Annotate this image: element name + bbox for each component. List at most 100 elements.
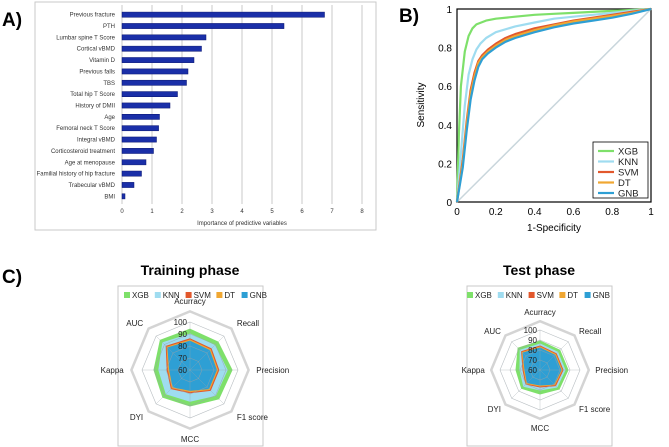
y-tick-b: 0 bbox=[446, 198, 452, 209]
x-tick-a: 2 bbox=[180, 209, 184, 215]
legend-swatch-knn bbox=[497, 292, 504, 298]
legend-swatch-gnb bbox=[241, 292, 248, 298]
legend-label-b: DT bbox=[618, 178, 631, 189]
bar bbox=[121, 102, 171, 109]
radar-spoke bbox=[539, 369, 569, 399]
bar bbox=[121, 193, 126, 200]
x-tick-b: 0.2 bbox=[489, 207, 503, 218]
radar-tick: 60 bbox=[178, 366, 187, 375]
legend-label-xgb: XGB bbox=[132, 291, 149, 300]
radar-axis-label: Precision bbox=[595, 366, 628, 375]
category-label: PTH bbox=[103, 24, 115, 30]
chart-a-frame bbox=[34, 1, 377, 231]
radar-test-title: Test phase bbox=[503, 262, 575, 278]
radar-axis-label: DYI bbox=[488, 405, 501, 414]
roc-curve-xgb bbox=[455, 7, 652, 203]
bar bbox=[121, 91, 178, 97]
x-tick-a: 3 bbox=[210, 209, 214, 215]
radar-tick: 60 bbox=[528, 366, 537, 375]
radar-axis-label: Kappa bbox=[462, 366, 486, 375]
radar-axis-label: Kappa bbox=[101, 366, 125, 375]
legend-label-knn: KNN bbox=[163, 291, 180, 300]
radar-outer-ring bbox=[489, 319, 591, 421]
legend-swatch-dt bbox=[559, 292, 566, 298]
legend-swatch-xgb bbox=[124, 292, 130, 298]
y-tick-b: 0.6 bbox=[438, 82, 452, 93]
radar-axis-label: Acurracy bbox=[524, 308, 556, 317]
radar-spoke bbox=[539, 341, 569, 371]
legend-label-gnb: GNB bbox=[593, 291, 610, 300]
radar-training-title: Training phase bbox=[141, 262, 240, 278]
legend-label-svm: SVM bbox=[194, 291, 212, 300]
x-tick-a: 4 bbox=[240, 209, 244, 215]
radar-tick: 80 bbox=[178, 342, 187, 351]
legend-swatch-gnb bbox=[584, 292, 591, 298]
radar-spoke bbox=[511, 369, 541, 399]
x-tick-a: 8 bbox=[360, 209, 364, 215]
radar-spoke bbox=[189, 335, 225, 371]
radar-tick: 70 bbox=[178, 354, 187, 363]
legend-label-b: SVM bbox=[618, 168, 639, 179]
radar-axis-label: MCC bbox=[181, 435, 199, 444]
x-axis-title-a: Importance of predictive variables bbox=[197, 221, 287, 227]
legend-swatch-dt bbox=[216, 292, 223, 298]
bar bbox=[121, 34, 207, 41]
bar bbox=[121, 125, 159, 132]
category-label: History of DMII bbox=[75, 104, 115, 110]
radar-axis-label: AUC bbox=[484, 327, 501, 336]
radar-axis-label: AUC bbox=[126, 319, 143, 328]
category-label: Age at menopause bbox=[65, 160, 116, 166]
legend-label-knn: KNN bbox=[506, 291, 523, 300]
roc-curve-gnb bbox=[455, 7, 652, 203]
category-label: BMI bbox=[104, 194, 115, 200]
category-label: Total hip T Score bbox=[70, 92, 115, 98]
y-tick-b: 1 bbox=[446, 5, 452, 16]
radar-axis-label: Acurracy bbox=[174, 297, 206, 306]
y-tick-b: 0.8 bbox=[438, 44, 452, 55]
x-tick-a: 6 bbox=[300, 209, 304, 215]
chance-diagonal bbox=[456, 8, 652, 203]
radar-training-frame bbox=[117, 285, 264, 447]
bar bbox=[121, 23, 285, 29]
training-radar-chart: Training phase XGB KNN SVM DT GNB 100 90 80 70 6… bbox=[101, 262, 289, 447]
legend-label-b: XGB bbox=[618, 147, 638, 158]
category-label: Vitamin D bbox=[89, 58, 116, 64]
x-tick-a: 7 bbox=[330, 209, 334, 215]
radar-test-frame bbox=[466, 285, 613, 447]
radar-spoke bbox=[155, 335, 191, 371]
bar bbox=[121, 45, 202, 52]
radar-tick: 80 bbox=[528, 346, 537, 355]
x-tick-b: 0.4 bbox=[528, 207, 542, 218]
radar-axis-label: F1 score bbox=[579, 405, 611, 414]
bar bbox=[121, 159, 147, 166]
panel-label-a: A) bbox=[2, 10, 22, 31]
category-label: Integral vBMD bbox=[77, 138, 116, 144]
category-label: Femoral neck T Score bbox=[56, 126, 115, 132]
category-label: Familial history of hip fracture bbox=[37, 172, 116, 178]
category-label: Cortical vBMD bbox=[77, 47, 116, 53]
radar-axis-label: F1 score bbox=[237, 413, 269, 422]
radar-axis-label: MCC bbox=[531, 424, 549, 433]
bar bbox=[121, 136, 157, 143]
bar bbox=[121, 148, 154, 154]
radar-axis-label: Recall bbox=[237, 319, 259, 328]
bar bbox=[121, 114, 160, 120]
category-label: Previous falls bbox=[79, 69, 115, 75]
legend-label-svm: SVM bbox=[537, 291, 555, 300]
radar-tick: 90 bbox=[178, 330, 187, 339]
legend-swatch-svm bbox=[528, 292, 535, 298]
bar bbox=[121, 170, 142, 177]
radar-tick: 100 bbox=[174, 318, 188, 327]
x-tick-b: 0.6 bbox=[566, 207, 580, 218]
roc-chart: 0 0.2 0.4 0.6 0.8 1 0 0.2 0.4 0.6 0.8 1 1-Specifici… bbox=[416, 5, 654, 234]
legend-swatch-xgb bbox=[467, 292, 473, 298]
feature-importance-chart: Previous fracture PTH Lumbar spine T Score… bbox=[34, 1, 377, 231]
legend-label-xgb: XGB bbox=[475, 291, 492, 300]
category-label: Lumbar spine T Score bbox=[56, 35, 115, 41]
bar bbox=[121, 68, 189, 75]
x-tick-a: 0 bbox=[120, 209, 124, 215]
radar-axis-label: Precision bbox=[256, 366, 289, 375]
panel-label-c: C) bbox=[2, 267, 22, 288]
radar-axis-label: Recall bbox=[579, 327, 601, 336]
